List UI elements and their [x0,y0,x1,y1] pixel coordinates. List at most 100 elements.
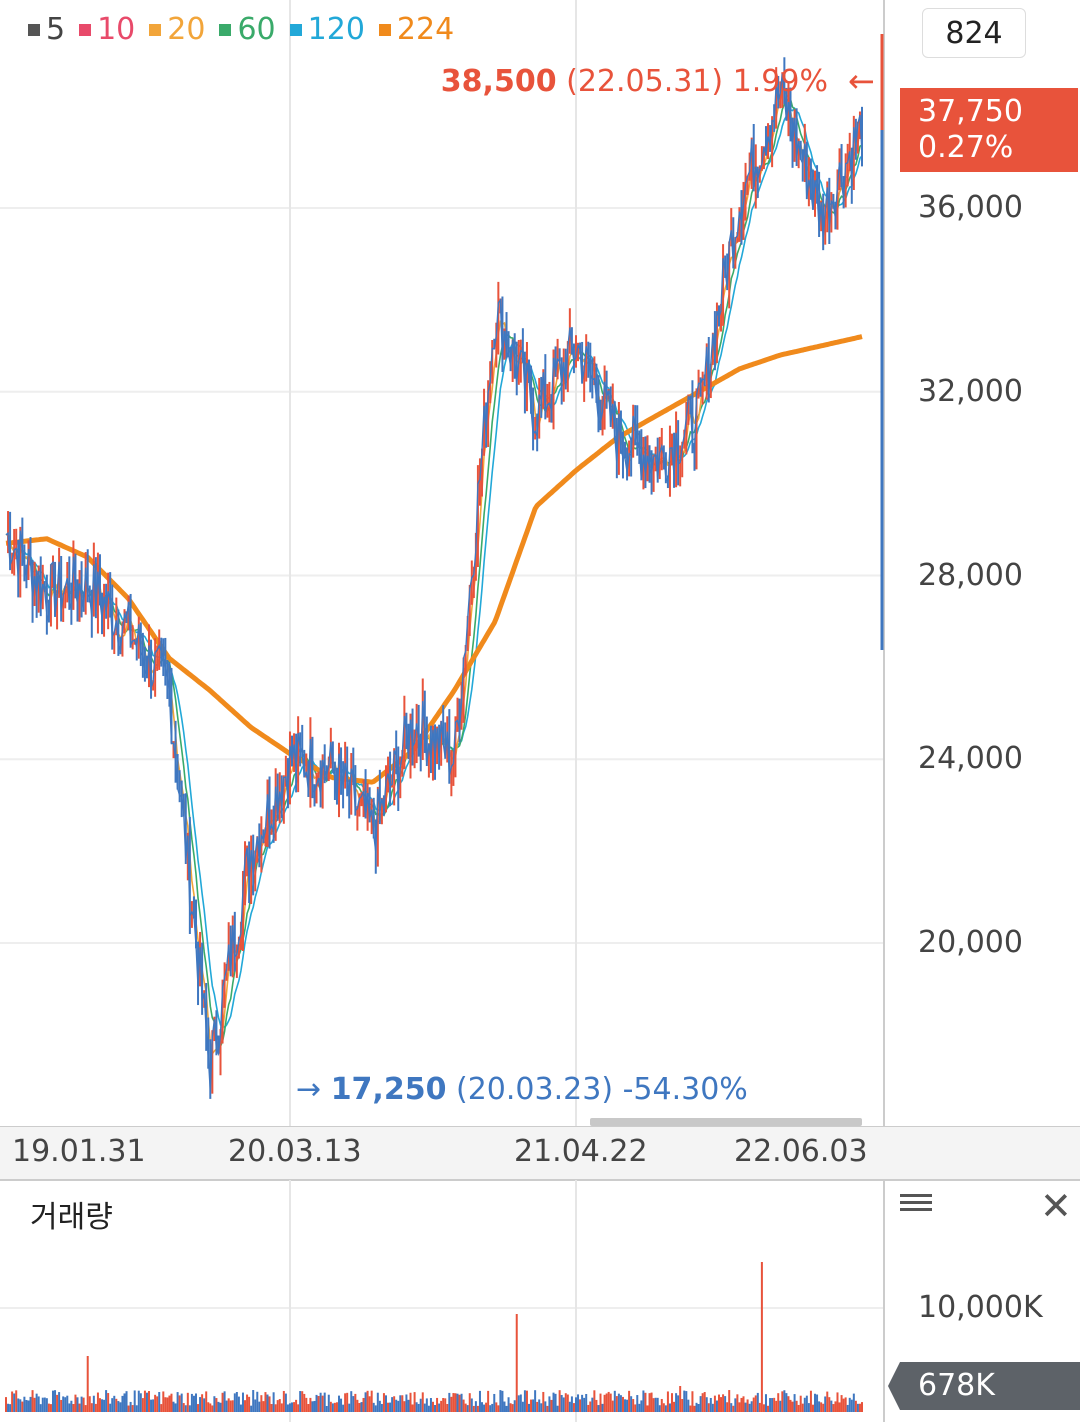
volume-bar [9,1404,12,1412]
volume-bar [552,1392,555,1412]
volume-bar [366,1390,369,1412]
volume-chart[interactable] [0,1180,1080,1422]
volume-bar [123,1393,126,1412]
volume-bar [456,1393,459,1412]
volume-bar [45,1398,48,1412]
volume-bar [542,1391,545,1412]
volume-bar [556,1405,559,1412]
high-price: 38,500 [440,64,557,99]
volume-bar [587,1404,590,1412]
volume-bar [689,1405,692,1412]
volume-bar [846,1404,849,1412]
volume-bar [642,1390,645,1412]
volume-bar [458,1394,461,1412]
volume-bar [836,1392,839,1412]
volume-bar [574,1397,577,1412]
legend-item[interactable]: 5 [28,12,65,47]
volume-bars [5,1262,863,1412]
volume-bar [740,1397,743,1412]
volume-bar [442,1398,445,1412]
volume-bar [335,1402,338,1412]
volume-bar [254,1399,257,1412]
volume-bar [487,1390,490,1412]
volume-bar [468,1393,471,1412]
volume-bar [722,1394,725,1412]
volume-bar [431,1401,434,1412]
volume-bar [771,1398,774,1412]
volume-bar [25,1399,28,1412]
volume-bar [378,1400,381,1412]
volume-bar [76,1397,79,1412]
volume-bar [68,1403,71,1412]
volume-bar [566,1394,569,1412]
menu-icon[interactable] [900,1190,932,1218]
volume-bar [27,1400,30,1412]
volume-bar [370,1390,373,1412]
volume-bar [205,1391,208,1412]
y-tick: 36,000 [918,190,1023,225]
volume-bar [681,1399,684,1412]
volume-bar [613,1390,616,1412]
volume-bar [570,1396,573,1412]
volume-bar [503,1401,506,1412]
legend-item[interactable]: 20 [149,12,205,47]
volume-bar [98,1398,101,1412]
volume-bar [511,1404,514,1412]
volume-bar [323,1392,326,1412]
volume-bar [201,1394,204,1412]
price-chart[interactable] [0,0,1080,1126]
volume-bar [90,1403,93,1412]
volume-bar [671,1393,674,1412]
y-tick: 32,000 [918,374,1023,409]
volume-bar [736,1394,739,1412]
volume-bar [675,1393,678,1412]
legend-item[interactable]: 60 [219,12,276,47]
close-icon[interactable]: ✕ [1040,1184,1072,1228]
volume-bar [96,1392,99,1412]
legend-item[interactable]: 10 [79,12,135,47]
volume-bar [605,1393,608,1412]
volume-bar [523,1390,526,1412]
volume-bar [760,1262,763,1412]
volume-bar [818,1401,821,1412]
volume-bar [519,1394,522,1412]
volume-bar [413,1392,416,1412]
volume-title: 거래량 [30,1200,113,1235]
volume-bar [188,1405,191,1412]
volume-bar [184,1405,187,1412]
volume-bar [820,1402,823,1412]
legend-item[interactable]: 224 [378,12,454,47]
y-tick: 24,000 [918,741,1023,776]
volume-bar [382,1393,385,1412]
chart-scrollbar[interactable] [590,1118,862,1126]
volume-bar [307,1403,310,1412]
volume-bar [744,1402,747,1412]
volume-bar [237,1396,240,1412]
volume-bar [720,1397,723,1412]
volume-bar [717,1394,720,1412]
volume-bar [143,1390,146,1412]
volume-bar [595,1399,598,1412]
count-box[interactable]: 824 [922,8,1026,58]
volume-bar [597,1405,600,1412]
volume-bar [842,1398,845,1412]
volume-bar [270,1404,273,1412]
volume-bar [599,1393,602,1412]
volume-bar [384,1395,387,1412]
volume-bar [364,1392,367,1412]
volume-bar [239,1404,242,1412]
volume-bar [811,1404,814,1412]
volume-bar [619,1395,622,1412]
volume-bar [80,1396,83,1412]
x-axis[interactable] [0,1126,1080,1181]
volume-bar [223,1391,226,1412]
volume-bar [615,1396,618,1412]
volume-bar [654,1397,657,1412]
volume-bar [176,1392,179,1412]
volume-bar [197,1404,200,1412]
volume-bar [499,1390,502,1412]
legend-item[interactable]: 120 [289,12,365,47]
volume-bar [466,1405,469,1412]
volume-bar [360,1402,363,1412]
volume-bar [387,1402,390,1412]
